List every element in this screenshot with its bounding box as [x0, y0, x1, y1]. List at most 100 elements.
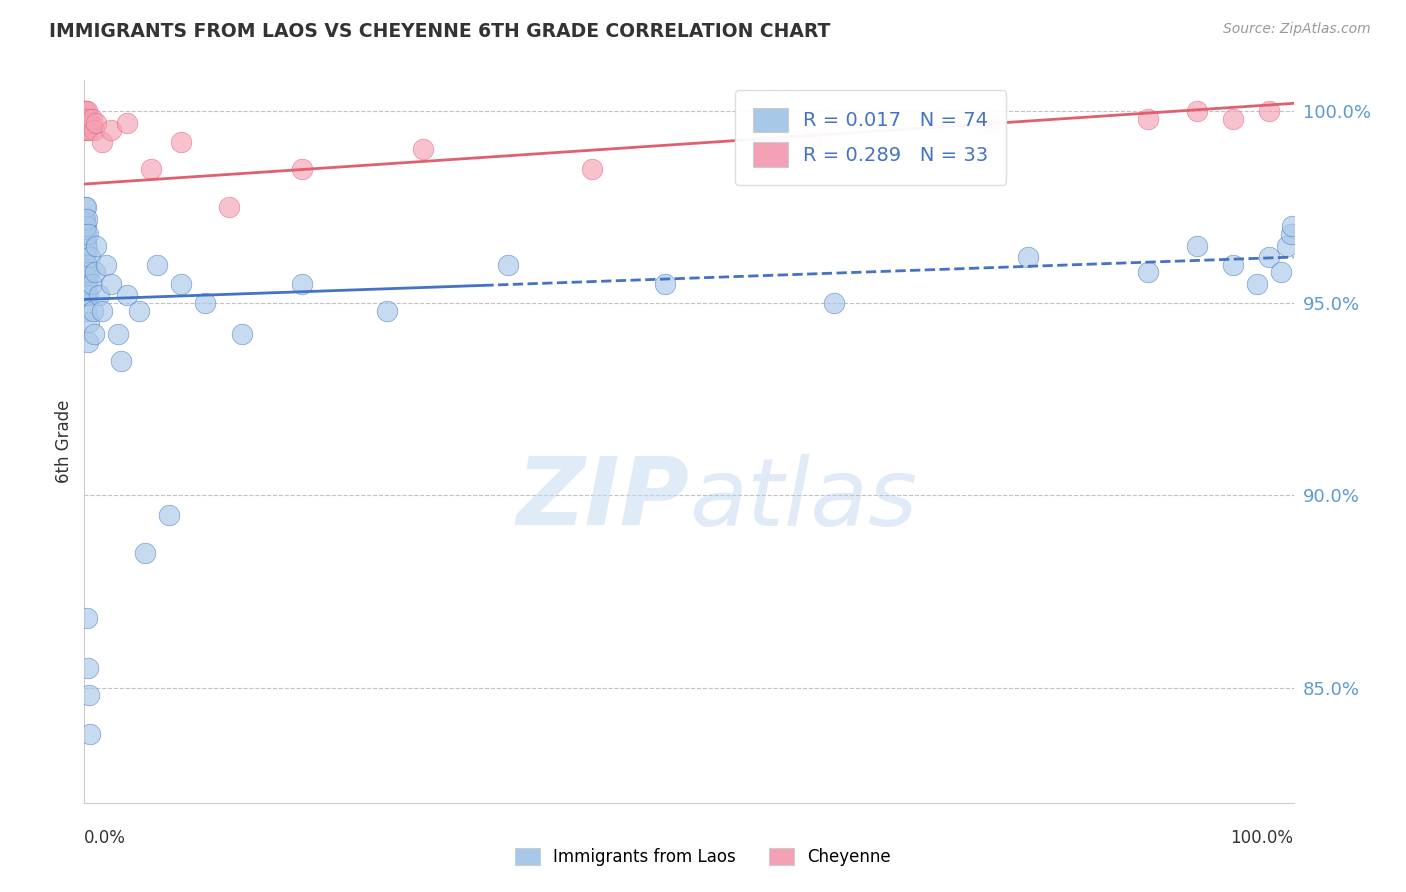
- Point: [87, 288, 110, 302]
- Point: [75, 227, 97, 241]
- Point: [75, 200, 97, 214]
- Point: [79, 250, 101, 264]
- Point: [75, 304, 97, 318]
- Point: [412, 143, 434, 157]
- Point: [1277, 238, 1299, 252]
- Point: [75, 112, 97, 126]
- Point: [73, 258, 96, 272]
- Point: [75, 238, 97, 252]
- Point: [823, 296, 845, 310]
- Point: [980, 115, 1002, 129]
- Text: ZIP: ZIP: [516, 453, 689, 545]
- Point: [1258, 250, 1281, 264]
- Point: [75, 265, 97, 279]
- Y-axis label: 6th Grade: 6th Grade: [55, 400, 73, 483]
- Point: [75, 227, 97, 241]
- Point: [581, 161, 603, 176]
- Point: [100, 277, 122, 291]
- Point: [82, 304, 104, 318]
- Point: [83, 123, 105, 137]
- Point: [77, 112, 100, 126]
- Point: [76, 611, 98, 625]
- Point: [75, 112, 97, 126]
- Point: [73, 238, 96, 252]
- Legend: Immigrants from Laos, Cheyenne: Immigrants from Laos, Cheyenne: [508, 841, 898, 873]
- Point: [100, 123, 122, 137]
- Point: [73, 103, 96, 118]
- Text: 0.0%: 0.0%: [84, 829, 127, 847]
- Point: [77, 661, 100, 675]
- Point: [1222, 258, 1244, 272]
- Point: [77, 288, 100, 302]
- Point: [75, 288, 97, 302]
- Legend: R = 0.017   N = 74, R = 0.289   N = 33: R = 0.017 N = 74, R = 0.289 N = 33: [735, 90, 1005, 185]
- Point: [75, 277, 97, 291]
- Point: [84, 265, 107, 279]
- Point: [110, 354, 132, 368]
- Point: [77, 334, 100, 349]
- Text: IMMIGRANTS FROM LAOS VS CHEYENNE 6TH GRADE CORRELATION CHART: IMMIGRANTS FROM LAOS VS CHEYENNE 6TH GRA…: [49, 22, 831, 41]
- Text: Source: ZipAtlas.com: Source: ZipAtlas.com: [1223, 22, 1371, 37]
- Point: [128, 304, 150, 318]
- Point: [75, 211, 97, 226]
- Point: [1185, 238, 1208, 252]
- Point: [86, 238, 108, 252]
- Point: [73, 219, 96, 234]
- Point: [79, 115, 101, 129]
- Point: [291, 277, 314, 291]
- Point: [134, 546, 156, 560]
- Point: [75, 265, 97, 279]
- Point: [77, 688, 100, 702]
- Point: [75, 235, 97, 249]
- Point: [75, 219, 97, 234]
- Point: [139, 161, 162, 176]
- Point: [73, 112, 96, 126]
- Point: [75, 115, 97, 129]
- Point: [157, 508, 180, 522]
- Point: [291, 161, 314, 176]
- Point: [91, 304, 114, 318]
- Point: [80, 277, 103, 291]
- Point: [79, 726, 101, 740]
- Point: [75, 123, 97, 137]
- Point: [799, 135, 821, 149]
- Point: [75, 258, 97, 272]
- Point: [83, 326, 105, 341]
- Point: [76, 258, 98, 272]
- Point: [75, 277, 97, 291]
- Point: [170, 277, 193, 291]
- Point: [75, 103, 97, 118]
- Point: [107, 326, 129, 341]
- Point: [75, 103, 97, 118]
- Point: [80, 112, 103, 126]
- Point: [76, 103, 98, 118]
- Point: [75, 265, 97, 279]
- Point: [1017, 250, 1039, 264]
- Text: atlas: atlas: [689, 454, 917, 545]
- Point: [76, 211, 98, 226]
- Text: 100.0%: 100.0%: [1230, 829, 1294, 847]
- Point: [1137, 112, 1160, 126]
- Point: [77, 265, 100, 279]
- Point: [94, 258, 117, 272]
- Point: [115, 115, 138, 129]
- Point: [73, 200, 96, 214]
- Point: [231, 326, 253, 341]
- Point: [1185, 103, 1208, 118]
- Point: [76, 243, 98, 257]
- Point: [218, 200, 240, 214]
- Point: [75, 112, 97, 126]
- Point: [1246, 277, 1268, 291]
- Point: [86, 115, 108, 129]
- Point: [1279, 227, 1302, 241]
- Point: [75, 223, 97, 237]
- Point: [77, 123, 100, 137]
- Point: [496, 258, 519, 272]
- Point: [170, 135, 193, 149]
- Point: [91, 135, 114, 149]
- Point: [75, 215, 97, 229]
- Point: [375, 304, 398, 318]
- Point: [77, 227, 100, 241]
- Point: [75, 246, 97, 260]
- Point: [1137, 265, 1160, 279]
